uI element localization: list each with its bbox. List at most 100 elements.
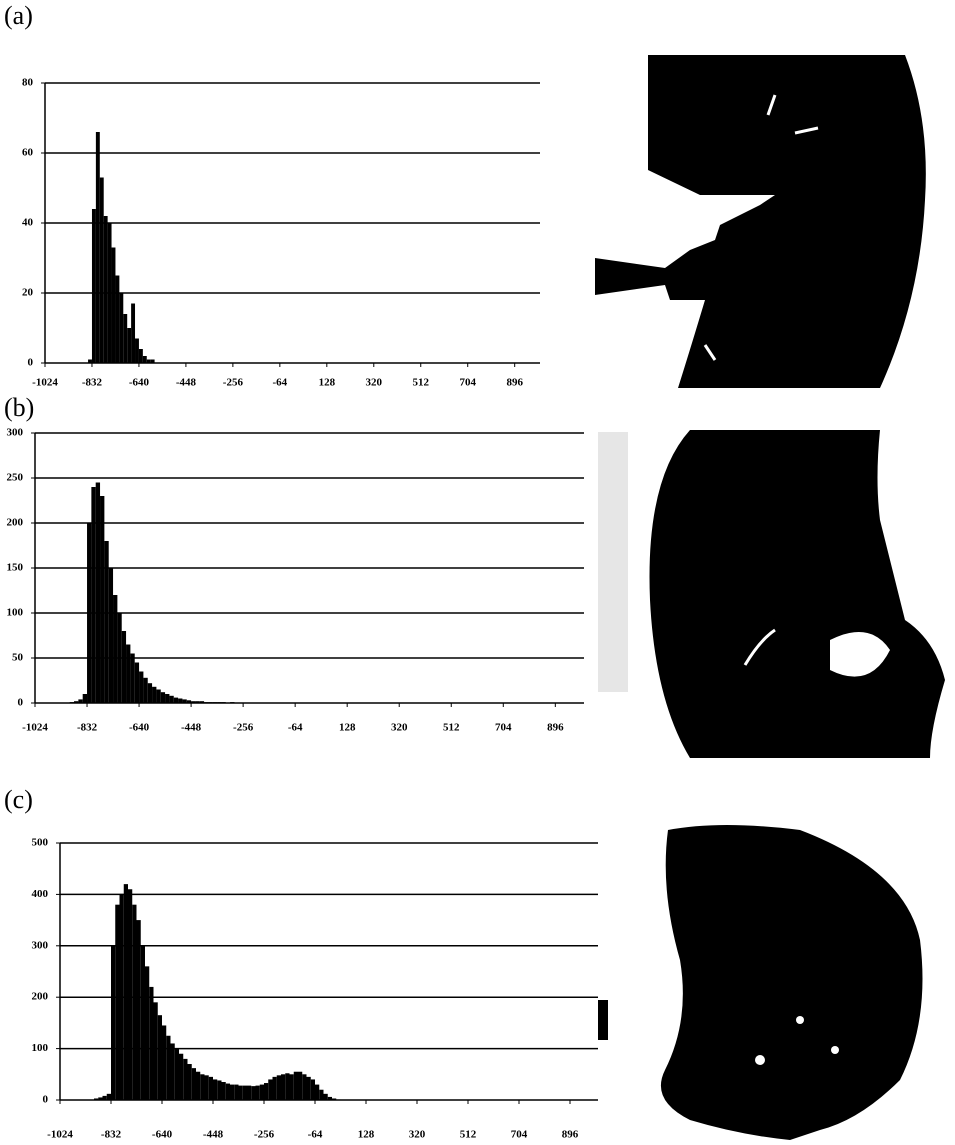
bar [166,1035,171,1100]
bar [126,644,131,703]
x-tick-label: -256 [223,377,244,389]
x-tick-label: -256 [254,1129,275,1141]
x-tick-label: -640 [129,722,150,734]
x-tick-label: 320 [409,1129,426,1141]
x-tick-label: 512 [443,722,460,734]
x-tick-label: -448 [203,1129,224,1141]
y-tick-label: 300 [7,427,24,439]
bar [123,314,128,363]
bar [191,701,196,703]
bar [119,894,124,1100]
bar [99,177,104,363]
x-tick-label: 320 [391,722,408,734]
bar [327,1096,332,1100]
bar [145,966,150,1100]
bar [128,889,133,1100]
x-tick-label: 896 [562,1129,579,1141]
bar [138,349,143,363]
bar [170,1043,175,1100]
x-tick-label: 896 [547,722,564,734]
bar [69,702,75,703]
bar [160,692,166,703]
y-tick-label: 250 [7,472,24,484]
y-tick-label: 50 [12,652,24,664]
bar [95,132,100,363]
bar [134,662,140,703]
bar [94,1098,99,1100]
bar [102,1095,107,1100]
bar [255,1085,260,1100]
bar [152,686,157,703]
bar [74,701,79,703]
bar [186,700,192,703]
y-tick-label: 100 [32,1042,49,1054]
bar [208,1076,213,1100]
y-tick-label: 20 [22,287,34,299]
bar [115,904,120,1100]
bar [217,1080,222,1100]
y-tick-label: 200 [7,517,24,529]
bar [298,1071,303,1100]
bar [225,1083,230,1100]
bar [146,359,151,363]
bar [103,216,108,363]
x-tick-label: -832 [82,377,103,389]
bar [150,359,155,363]
bar [247,1085,252,1100]
y-tick-label: 60 [22,147,34,159]
bar [119,293,124,363]
bar [238,1085,243,1100]
bar [98,1097,103,1100]
bar [91,209,96,363]
bar [117,613,122,703]
x-tick-label: -256 [233,722,254,734]
y-tick-label: 400 [32,888,49,900]
panel-label: (b) [4,393,34,422]
bar [289,1074,294,1100]
ct-image-a [595,55,926,388]
bar [183,1058,188,1100]
bar [268,1079,273,1100]
bar [104,541,109,703]
x-tick-label: -640 [152,1129,173,1141]
bar [174,1048,179,1100]
bar [173,697,179,703]
bar [293,1071,298,1100]
x-tick-label: 128 [319,377,336,389]
bar [132,904,137,1100]
x-tick-label: -832 [101,1129,122,1141]
bar [142,356,147,363]
bar [88,359,92,363]
bar [131,303,136,363]
bar [111,945,116,1100]
bar [230,702,235,703]
x-tick-label: -640 [129,377,150,389]
bar [199,701,205,703]
bar [221,1082,226,1100]
bar [204,702,209,703]
bar [302,1074,307,1100]
bar [123,884,128,1100]
x-tick-label: -64 [288,722,303,734]
y-tick-label: 80 [22,77,34,89]
bar [285,1073,290,1100]
bar [91,487,96,703]
x-tick-label: -1024 [32,377,58,389]
bar [306,1076,311,1100]
bar [100,496,105,703]
bar [157,1015,162,1100]
bar [135,338,139,363]
bar [319,1089,324,1100]
bar [336,1099,341,1100]
y-tick-label: 150 [7,562,24,574]
y-tick-label: 0 [43,1094,49,1106]
bar [182,699,187,703]
x-tick-label: -1024 [47,1129,73,1141]
bar [187,1064,192,1100]
y-tick-label: 0 [18,697,24,709]
bar [78,699,83,703]
bar [143,677,148,703]
bar [111,247,116,363]
y-tick-label: 500 [32,837,49,849]
